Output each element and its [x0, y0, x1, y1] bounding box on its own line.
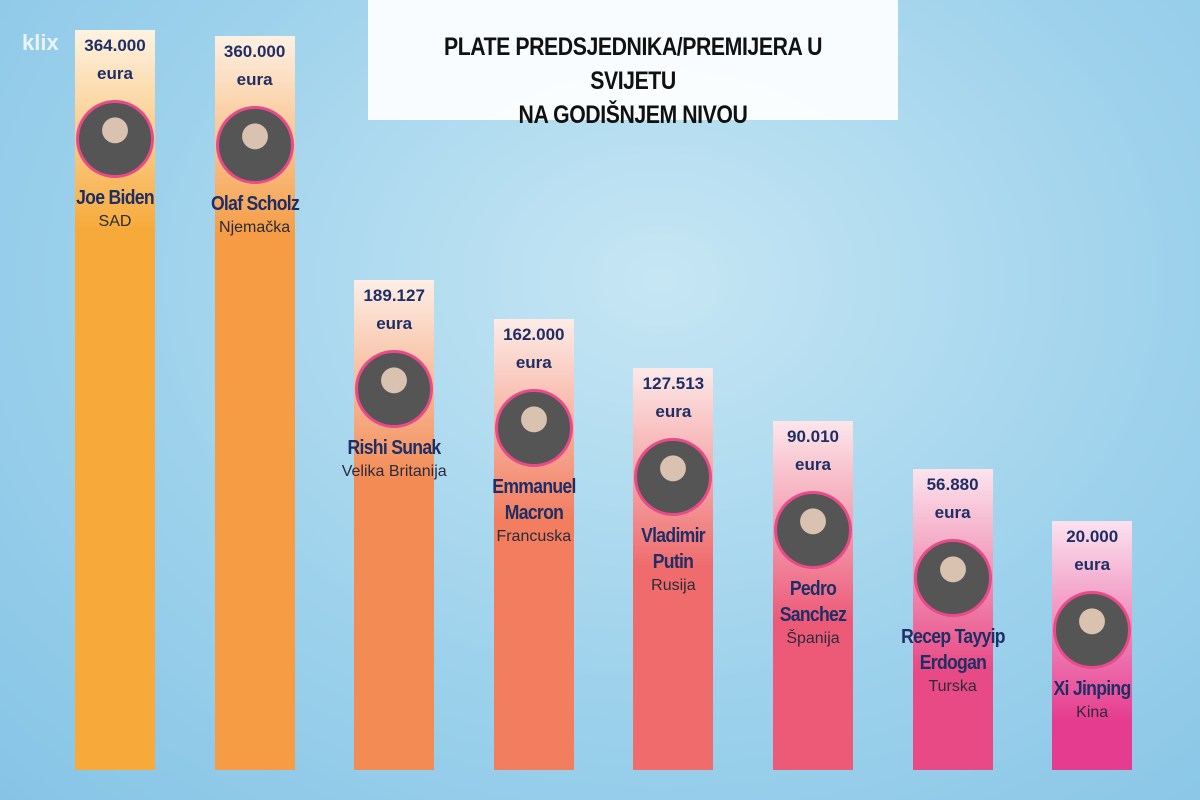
person-name: Emmanuel Macron	[492, 475, 576, 524]
portrait	[1053, 591, 1132, 670]
country: Francuska	[496, 527, 572, 545]
portrait	[76, 100, 154, 178]
value-label: 90.010	[787, 427, 839, 447]
portrait	[634, 437, 713, 516]
value-unit: eura	[1074, 555, 1111, 575]
label-group: Recep Tayyip Erdogan Turska	[893, 624, 1013, 698]
portrait	[913, 538, 992, 617]
value-unit: eura	[934, 502, 971, 522]
value-unit: eura	[236, 69, 273, 89]
chart-title: PLATE PREDSJEDNIKA/PREMIJERA U SVIJETU	[443, 33, 823, 95]
bar	[493, 318, 574, 770]
label-group: Rishi Sunak Velika Britanija	[334, 435, 454, 483]
country: Kina	[1076, 704, 1109, 722]
country: Velika Britanija	[341, 462, 447, 480]
country: Rusija	[651, 576, 696, 594]
value-unit: eura	[795, 455, 831, 475]
portrait	[494, 388, 573, 467]
person-name: Olaf Scholz	[210, 192, 300, 215]
label-group: Vladimir Putin Rusija	[613, 523, 733, 597]
label-group: Emmanuel Macron Francuska	[474, 474, 594, 548]
bar	[633, 367, 714, 770]
person-name: Rishi Sunak	[347, 436, 442, 459]
value-label: 360.000	[223, 41, 286, 61]
label-group: Xi Jinping Kina	[1032, 676, 1152, 724]
country: SAD	[98, 213, 132, 230]
value-label: 364.000	[84, 36, 146, 55]
label-group: Pedro Sanchez Španija	[753, 576, 873, 650]
country: Njemačka	[219, 218, 291, 236]
value-unit: eura	[655, 401, 692, 421]
bar	[912, 468, 993, 770]
label-group: Olaf Scholz Njemačka	[195, 191, 315, 239]
bar	[773, 421, 853, 770]
value-label: 189.127	[363, 285, 425, 305]
value-label: 162.000	[503, 324, 565, 344]
logo: klix	[22, 30, 59, 55]
label-group: Joe Biden SAD	[55, 185, 175, 233]
person-name: Pedro Sanchez	[779, 578, 847, 627]
portrait	[774, 491, 852, 570]
person-name: Joe Biden	[76, 187, 154, 209]
value-unit: eura	[515, 352, 552, 372]
portrait	[215, 105, 294, 184]
value-label: 127.513	[642, 373, 705, 393]
person-name: Xi Jinping	[1053, 678, 1132, 701]
value-label: 20.000	[1066, 527, 1119, 547]
value-unit: eura	[97, 64, 133, 83]
person-name: Recep Tayyip Erdogan	[900, 625, 1005, 674]
chart-title: NA GODIŠNJEM NIVOU	[518, 101, 748, 129]
value-unit: eura	[376, 313, 413, 333]
portrait	[355, 349, 434, 428]
country: Turska	[928, 677, 977, 695]
value-label: 56.880	[926, 474, 979, 494]
title-box: PLATE PREDSJEDNIKA/PREMIJERA U SVIJETU N…	[368, 0, 898, 129]
person-name: Vladimir Putin	[641, 524, 706, 573]
country: Španija	[786, 630, 840, 648]
